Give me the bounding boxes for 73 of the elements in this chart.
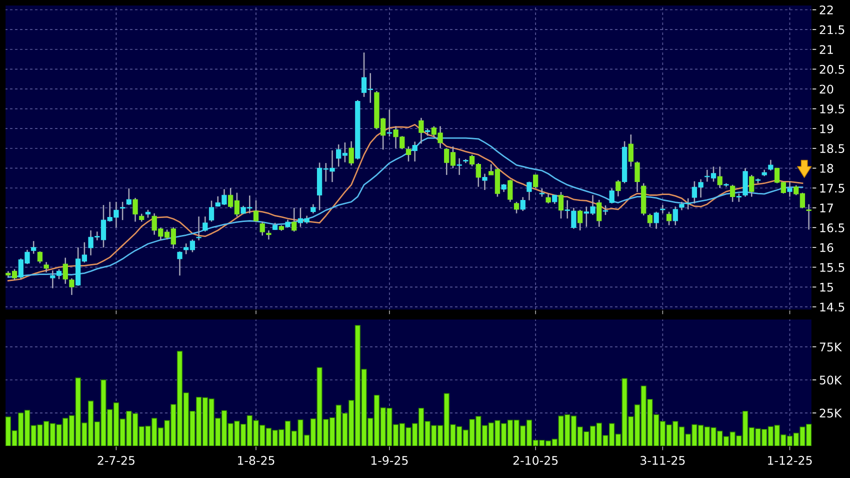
candlestick	[546, 192, 551, 204]
y-tick-label: 21.5	[820, 25, 844, 34]
candlestick	[520, 196, 526, 212]
candlestick	[412, 141, 418, 162]
y-tick-label: 20.5	[820, 64, 844, 74]
candlestick	[660, 204, 666, 214]
x-tick-label: 2-7-25	[98, 456, 134, 465]
candlestick	[768, 159, 774, 172]
candlestick	[177, 250, 182, 276]
y-tick-label: 19.5	[820, 104, 844, 114]
candlestick	[31, 240, 36, 254]
y-tick-label: 18	[820, 164, 834, 173]
candlestick	[418, 117, 424, 144]
candlestick	[120, 201, 126, 221]
x-tick-label: 2-10-25	[513, 456, 558, 465]
y-tick-label: 21	[820, 45, 833, 54]
candlestick	[742, 168, 748, 198]
candlestick	[672, 206, 678, 226]
candlestick	[686, 198, 691, 210]
candlestick	[208, 200, 214, 222]
candlestick	[609, 188, 614, 204]
candlestick	[634, 160, 640, 193]
y-tick-label: 16.5	[820, 223, 844, 232]
candlestick	[558, 191, 564, 220]
candlestick	[806, 204, 812, 230]
candlestick	[717, 166, 722, 189]
y-tick-label: 22	[820, 5, 833, 14]
candlestick	[578, 209, 583, 232]
candlestick	[132, 197, 138, 222]
y-tick-label: 17	[820, 204, 833, 212]
y-tick-label: 15	[820, 282, 833, 292]
candlestick	[37, 250, 43, 264]
candlestick	[253, 200, 259, 223]
candlestick	[260, 221, 265, 236]
candlestick	[787, 181, 792, 198]
y-tick-label: 14.5	[820, 302, 844, 312]
candlestick	[533, 174, 538, 189]
candlestick	[628, 134, 634, 168]
candlestick	[647, 213, 653, 228]
x-tick-label: 1-12-25	[768, 456, 812, 465]
candlestick	[406, 146, 412, 162]
candlestick	[514, 201, 520, 214]
candlestick	[526, 181, 532, 201]
y-tick-label: 18.5	[820, 144, 844, 154]
y-tick-label: 25K	[820, 408, 842, 418]
candlestick	[749, 174, 754, 198]
candlestick	[386, 108, 392, 138]
candlestick	[666, 211, 672, 226]
candlestick	[310, 204, 316, 214]
candlestick	[292, 207, 297, 232]
y-tick-label: 17.5	[820, 184, 844, 193]
y-tick-label: 20	[820, 84, 834, 94]
x-tick-label: 1-8-25	[238, 456, 274, 465]
candlestick	[482, 173, 488, 191]
candlestick	[69, 278, 74, 296]
y-tick-label: 19	[820, 124, 834, 134]
candlestick	[202, 216, 208, 232]
candlestick	[44, 261, 49, 273]
y-tick-label: 75K	[820, 342, 842, 352]
candlestick	[266, 230, 272, 240]
candlestick	[616, 179, 621, 197]
candlestick	[508, 179, 513, 202]
candlestick	[348, 140, 354, 166]
candlestick	[126, 188, 132, 206]
y-tick-label: 50K	[820, 376, 842, 385]
candlestick	[654, 211, 659, 230]
x-tick-label: 3-11-25	[640, 456, 685, 465]
candlestick	[596, 199, 602, 228]
candlestick	[730, 184, 736, 202]
candlestick	[62, 257, 68, 284]
y-tick-label: 15.5	[820, 263, 844, 272]
y-tick-label: 16	[820, 243, 834, 252]
x-tick-label: 1-9-25	[371, 456, 408, 465]
